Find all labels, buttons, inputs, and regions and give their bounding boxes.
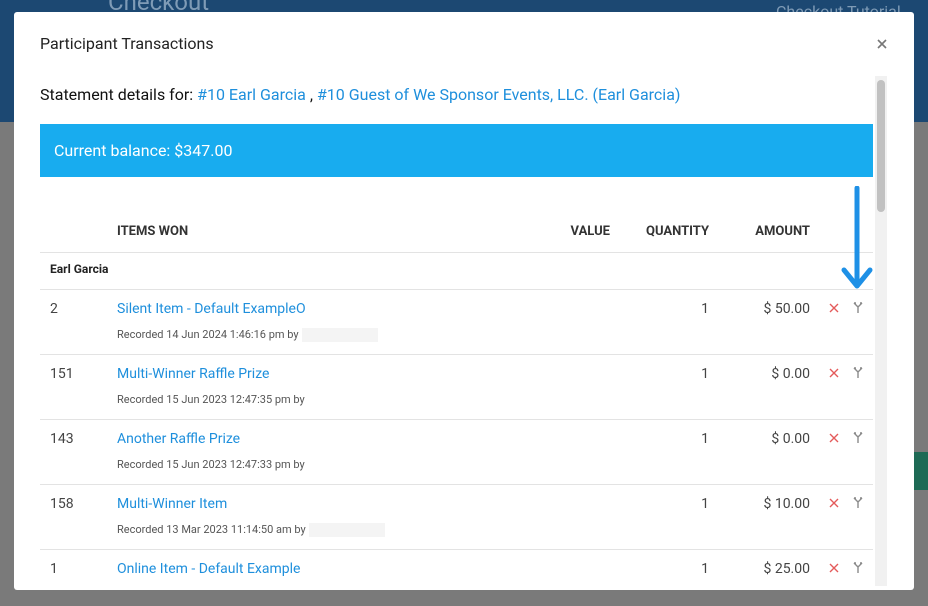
quantity: 1 [701,301,709,317]
recorded-text: Recorded 13 Mar 2023 11:14:50 am by [117,523,306,536]
recorded: Recorded 15 Jun 2023 12:47:33 pm by [117,458,305,471]
modal: Participant Transactions Statement detai… [14,12,914,590]
divider [40,419,873,420]
background-button [914,452,928,490]
delete-button[interactable] [828,367,840,379]
merge-button[interactable] [852,562,864,574]
divider [40,252,873,253]
recorded-text: Recorded 15 Jun 2023 12:47:33 pm by [117,458,305,471]
amount: $ 0.00 [771,366,810,382]
divider [40,354,873,355]
group-label: Earl Garcia [50,262,109,276]
item-id: 2 [50,301,58,317]
quantity: 1 [701,366,709,382]
quantity: 1 [701,431,709,447]
amount: $ 25.00 [763,561,810,577]
item-name[interactable]: Multi-Winner Item [117,496,228,512]
merge-button[interactable] [852,432,864,444]
recorded: Recorded 15 Jun 2023 12:47:35 pm by [117,393,305,406]
amount: $ 0.00 [771,431,810,447]
delete-button[interactable] [828,497,840,509]
delete-button[interactable] [828,562,840,574]
close-button[interactable] [876,38,888,50]
item-id: 1 [50,561,58,577]
quantity: 1 [701,561,709,577]
recorded-text: Recorded 14 Jun 2024 1:46:16 pm by [117,328,299,341]
divider [40,549,873,550]
item-name[interactable]: Online Item - Default Example [117,561,301,577]
item-name[interactable]: Silent Item - Default ExampleO [117,301,306,317]
scrollbar-thumb[interactable] [877,80,885,212]
recorded: Recorded 14 Jun 2024 1:46:16 pm by [117,328,378,343]
column-header: VALUE [570,224,610,239]
amount: $ 50.00 [763,301,810,317]
modal-body: Participant Transactions Statement detai… [14,12,914,578]
balance-bar: Current balance: $347.00 [40,124,873,177]
separator: , [309,85,313,104]
merge-button[interactable] [852,497,864,509]
column-header: QUANTITY [646,224,709,239]
item-id: 151 [50,366,74,382]
recorded: Recorded 13 Mar 2023 11:14:50 am by [117,523,385,538]
divider [40,289,873,290]
merge-button[interactable] [852,367,864,379]
modal-title: Participant Transactions [40,34,214,53]
statement: Statement details for: #10 Earl Garcia ,… [40,85,680,104]
item-id: 158 [50,496,74,512]
item-id: 143 [50,431,74,447]
merge-button[interactable] [852,302,864,314]
item-name[interactable]: Multi-Winner Raffle Prize [117,366,270,382]
arrow-annotation [841,186,873,289]
column-header: ITEMS WON [117,224,189,239]
amount: $ 10.00 [763,496,810,512]
delete-button[interactable] [828,432,840,444]
divider [40,484,873,485]
column-header: AMOUNT [755,224,810,239]
delete-button[interactable] [828,302,840,314]
recorded-text: Recorded 15 Jun 2023 12:47:35 pm by [117,393,305,406]
participant-link[interactable]: #10 Guest of We Sponsor Events, LLC. (Ea… [316,85,681,104]
statement-label: Statement details for: [40,85,194,104]
item-name[interactable]: Another Raffle Prize [117,431,241,447]
quantity: 1 [701,496,709,512]
redacted [301,328,378,343]
participant-link[interactable]: #10 Earl Garcia [197,85,306,104]
redacted [308,523,385,538]
